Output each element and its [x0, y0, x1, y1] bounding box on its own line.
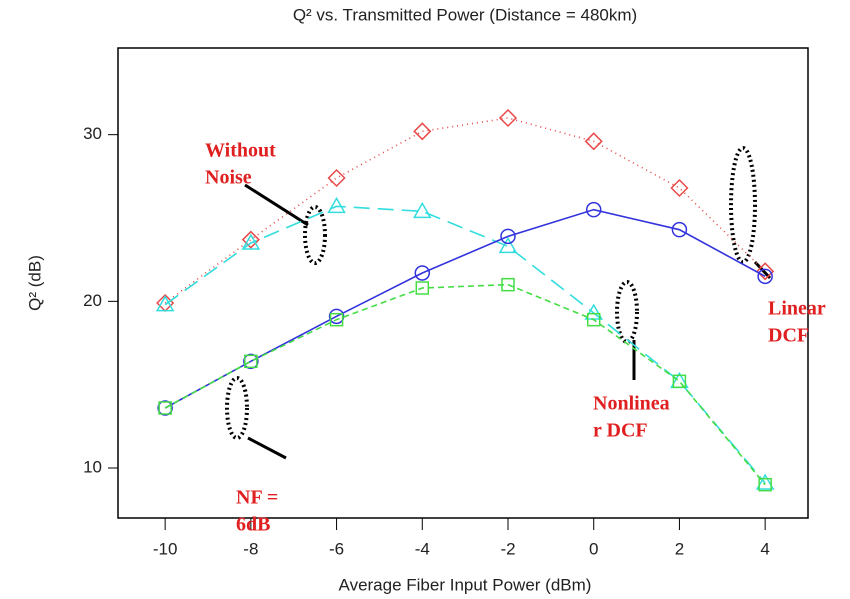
series [155, 196, 775, 490]
x-tick-label: 4 [760, 539, 769, 558]
callouts [225, 146, 772, 460]
y-tick-label: 10 [83, 457, 102, 476]
marker [498, 108, 518, 128]
callout-ellipse [303, 205, 327, 265]
y-axis-label: Q² (dB) [25, 255, 44, 311]
x-tick-label: -6 [329, 539, 344, 558]
marker [414, 265, 431, 281]
marker [586, 312, 601, 327]
callout-ellipse [225, 376, 249, 440]
chart-title: Q² vs. Transmitted Power (Distance = 480… [293, 5, 637, 24]
annotation: Nonlinea [593, 393, 670, 415]
series-line [164, 205, 766, 484]
marker [157, 400, 173, 416]
x-tick-label: -2 [500, 539, 515, 558]
y-tick-label: 30 [83, 124, 102, 143]
marker [243, 353, 259, 370]
marker [329, 312, 344, 327]
marker [585, 201, 602, 218]
marker [584, 132, 603, 151]
marker [415, 281, 430, 295]
marker [155, 295, 175, 312]
y-tick-label: 20 [83, 291, 102, 310]
marker [756, 262, 775, 281]
x-tick-label: -10 [153, 539, 178, 558]
marker [755, 473, 775, 490]
annotation: Linear [768, 298, 826, 320]
callout-line [244, 183, 309, 227]
marker [241, 233, 261, 250]
callout-ellipse [615, 280, 639, 344]
annotation: Without [205, 140, 276, 162]
marker [413, 122, 432, 141]
marker [757, 268, 773, 285]
marker [758, 477, 772, 492]
marker [412, 201, 432, 219]
x-tick-label: 0 [589, 539, 598, 558]
callout-line [247, 436, 287, 460]
plot-frame [117, 47, 809, 519]
annotation: NF = [236, 487, 278, 509]
marker [670, 178, 689, 198]
marker [158, 401, 172, 415]
marker [672, 374, 687, 389]
callout-ellipse [729, 146, 757, 264]
series [158, 277, 772, 492]
annotation: r DCF [593, 420, 648, 442]
x-tick-label: 2 [675, 539, 684, 558]
marker [327, 196, 346, 214]
marker [500, 228, 516, 245]
x-axis-label: Average Fiber Input Power (dBm) [339, 575, 592, 594]
series [156, 108, 775, 313]
x-tick-label: -4 [415, 539, 430, 558]
series-line [164, 283, 766, 486]
annotation: 6dB [236, 514, 270, 536]
x-tick-label: -8 [243, 539, 258, 558]
marker [244, 354, 258, 369]
marker [498, 236, 518, 254]
annotation: DCF [768, 325, 809, 347]
marker [671, 221, 688, 238]
marker [327, 168, 346, 188]
marker [241, 230, 260, 249]
marker [501, 277, 515, 292]
annotation: Noise [205, 167, 252, 189]
